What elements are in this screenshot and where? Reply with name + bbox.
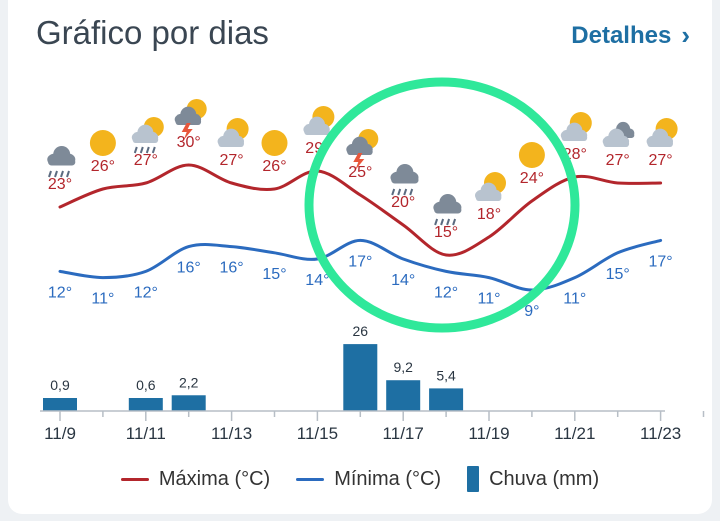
max-temp-label: 27° — [219, 152, 243, 169]
rain-cloud-sun-icon — [131, 117, 164, 154]
min-temp-label: 15° — [262, 266, 286, 283]
partly-cloudy-icon — [560, 112, 592, 141]
rain-cloud-icon — [47, 145, 76, 178]
x-tick-label: 11/9 — [44, 424, 76, 443]
legend-item-min: Mínima (°C) — [296, 466, 441, 492]
min-temp-label: 11° — [477, 291, 500, 308]
rain-bar — [128, 398, 163, 411]
highlight-circle — [304, 77, 580, 333]
sun-icon — [261, 130, 288, 156]
chart-title: Gráfico por dias — [36, 14, 269, 51]
min-temp-label: 16° — [219, 260, 243, 277]
partly-cloudy-icon — [475, 172, 506, 201]
partly-cloudy-icon — [646, 118, 678, 147]
max-temp-label: 20° — [391, 194, 415, 211]
rain-label: 0,9 — [50, 377, 70, 393]
legend: Máxima (°C) Mínima (°C) Chuva (mm) — [0, 466, 720, 492]
cloudy-icon — [602, 121, 635, 147]
legend-item-max: Máxima (°C) — [120, 466, 271, 492]
sun-icon — [518, 142, 545, 168]
chevron-right-icon: › — [681, 20, 690, 50]
forecast-card: Gráfico por dias Detalhes › — [8, 0, 712, 514]
details-button[interactable]: Detalhes › — [571, 20, 690, 51]
rain-cloud-icon — [433, 193, 462, 226]
min-temp-label: 17° — [348, 253, 372, 270]
min-temp-line — [58, 238, 663, 292]
min-temp-label: 9° — [524, 303, 539, 320]
rain-cloud-icon — [390, 163, 419, 196]
max-temp-label: 27° — [648, 152, 672, 169]
sun-icon — [89, 130, 116, 156]
max-temp-label: 18° — [477, 206, 501, 223]
x-tick-label: 11/17 — [383, 424, 424, 443]
rain-label: 2,2 — [179, 374, 199, 390]
max-temp-label: 27° — [606, 152, 630, 169]
x-tick-label: 11/15 — [297, 424, 338, 443]
legend-box-rain — [467, 466, 480, 492]
rain-bar — [343, 344, 378, 411]
legend-label-rain: Chuva (mm) — [489, 467, 600, 490]
legend-line-max — [120, 477, 149, 481]
min-temp-label: 11° — [91, 291, 114, 308]
max-temp-label: 26° — [262, 158, 286, 175]
min-temp-label: 11° — [563, 291, 586, 308]
min-temp-label: 12° — [434, 284, 458, 301]
rain-label: 5,4 — [436, 367, 456, 383]
rain-bar — [43, 398, 77, 411]
details-label: Detalhes — [571, 21, 672, 49]
rain-label: 26 — [353, 323, 369, 339]
thunderstorm-icon — [346, 129, 379, 170]
rain-bar — [171, 395, 206, 411]
rain-bar — [386, 380, 421, 411]
legend-line-min — [296, 477, 325, 481]
min-temp-label: 14° — [391, 272, 415, 289]
min-temp-label: 12° — [134, 284, 158, 301]
max-temp-label: 30° — [177, 134, 201, 151]
max-temp-line — [58, 163, 663, 257]
max-temp-label: 15° — [434, 224, 458, 241]
x-tick-label: 11/13 — [211, 424, 252, 443]
legend-item-rain: Chuva (mm) — [467, 466, 599, 492]
min-temp-label: 12° — [48, 284, 72, 301]
max-temp-label: 23° — [48, 176, 72, 193]
max-temp-label: 26° — [91, 158, 115, 175]
min-temp-label: 17° — [648, 253, 672, 270]
min-temp-label: 16° — [177, 260, 201, 277]
rain-label: 0,6 — [136, 377, 156, 393]
legend-label-min: Mínima (°C) — [334, 467, 442, 490]
min-temp-label: 15° — [606, 266, 630, 283]
partly-cloudy-icon — [303, 106, 335, 135]
x-tick-label: 11/21 — [554, 424, 595, 443]
max-temp-label: 27° — [134, 152, 158, 169]
x-tick-label: 11/19 — [468, 424, 509, 443]
x-tick-label: 11/23 — [640, 424, 681, 443]
partly-cloudy-icon — [217, 118, 249, 147]
max-temp-label: 25° — [348, 164, 372, 181]
max-temp-label: 24° — [520, 170, 544, 187]
rain-label: 9,2 — [393, 359, 413, 375]
min-temp-label: 14° — [305, 272, 329, 289]
thunderstorm-icon — [174, 99, 207, 140]
rain-bar — [429, 388, 464, 411]
legend-label-max: Máxima (°C) — [158, 467, 271, 490]
x-tick-label: 11/11 — [126, 424, 166, 443]
